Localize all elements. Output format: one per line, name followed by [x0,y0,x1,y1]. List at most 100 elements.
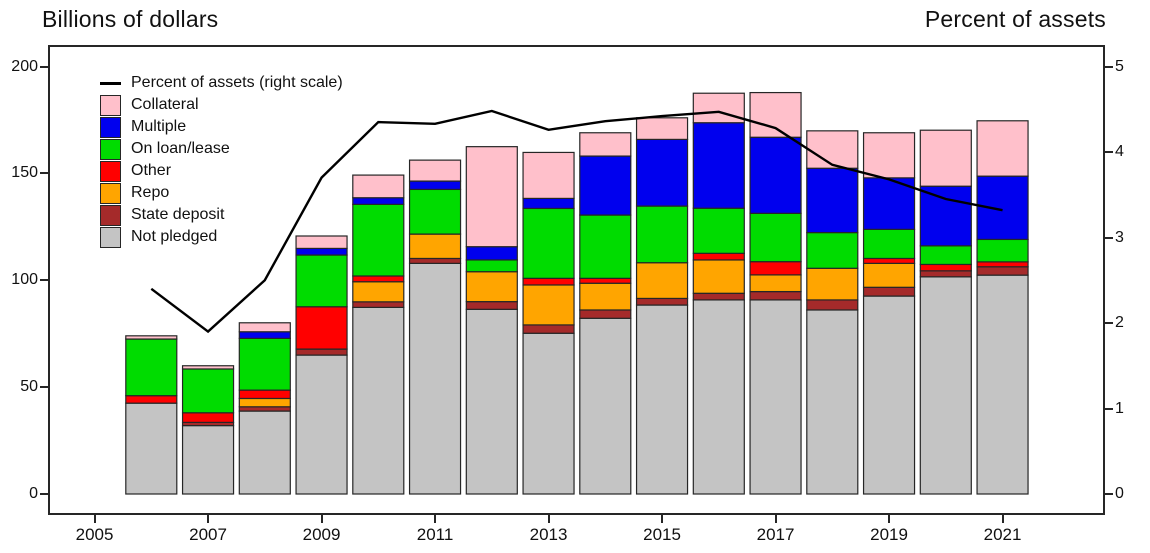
bar-segment-other [522,277,575,286]
legend-item-collateral: Collateral [100,94,343,116]
legend-color-swatch [100,138,121,160]
bar-2017 [749,91,802,495]
bar-segment-other [295,306,348,350]
x-axis-tick-label: 2011 [416,525,454,544]
x-axis-tick-label: 2007 [189,525,227,544]
bar-segment-repo [749,274,802,293]
bar-segment-not-pledged [862,295,916,495]
x-axis-tick [320,515,323,523]
bar-2010 [352,174,405,495]
bar-segment-on-loan-lease [125,338,178,397]
right-axis-tick-label: 0 [1115,485,1124,502]
x-axis-tick [1001,515,1004,523]
bar-segment-repo [862,262,916,288]
bar-segment-multiple [295,247,348,256]
bar-segment-state-deposit [692,292,745,301]
bar-segment-other [862,257,916,264]
bar-2021 [976,120,1029,495]
bar-segment-collateral [295,235,348,249]
bar-2012 [465,146,518,495]
bar-segment-not-pledged [352,306,405,495]
bar-2006 [125,335,178,495]
bar-segment-repo [806,267,859,301]
x-axis-tick-label: 2013 [529,525,568,544]
left-axis-tick-label: 0 [29,485,38,502]
bar-segment-repo [579,282,632,311]
x-axis-tick [661,515,664,523]
bar-segment-on-loan-lease [408,188,462,235]
bar-segment-multiple [352,197,405,205]
bar-segment-repo [408,233,462,260]
bar-segment-state-deposit [408,257,462,264]
bar-segment-not-pledged [465,308,518,495]
bar-segment-on-loan-lease [692,207,745,254]
right-axis-tick [1105,493,1113,495]
bar-segment-not-pledged [522,332,575,495]
bar-segment-not-pledged [408,262,462,495]
x-axis-tick [93,515,96,523]
bar-segment-multiple [238,331,291,339]
right-axis-tick [1105,407,1113,410]
bar-segment-on-loan-lease [181,368,235,414]
line-swatch [100,81,121,85]
bar-segment-not-pledged [919,276,972,495]
bar-segment-multiple [919,185,972,247]
bar-segment-repo [352,281,405,303]
x-axis-tick [774,515,777,523]
bar-segment-repo [635,262,689,300]
bar-segment-multiple [749,136,802,214]
x-axis-tick [434,515,437,523]
bar-2011 [408,159,462,495]
bar-segment-collateral [181,365,235,370]
bar-segment-collateral [862,132,916,179]
bar-segment-collateral [579,132,632,157]
left-axis-tick-label: 200 [11,57,38,75]
x-axis-tick-label: 2009 [302,525,341,544]
right-axis-tick [1105,322,1113,324]
legend-label: Not pledged [131,228,218,245]
bar-segment-multiple [635,138,689,207]
bar-segment-repo [238,397,291,408]
left-axis-tick [40,279,48,282]
bar-2009 [295,235,348,495]
bar-segment-other [976,261,1029,268]
bar-2014 [579,132,632,495]
bar-segment-collateral [352,174,405,199]
legend-color-swatch [100,160,121,182]
bar-segment-collateral [806,130,859,169]
bar-segment-repo [465,271,518,303]
right-axis-tick-label: 4 [1115,143,1124,160]
bar-segment-on-loan-lease [465,259,518,273]
left-axis-tick [40,493,48,495]
bar-segment-other [692,252,745,261]
bar-segment-on-loan-lease [919,245,972,266]
bar-segment-collateral [125,335,178,340]
x-axis-tick-label: 2019 [870,525,908,544]
bar-segment-multiple [408,180,462,191]
left-axis-tick [40,386,48,389]
legend-label: State deposit [131,206,225,223]
bar-segment-state-deposit [976,266,1029,276]
left-axis-tick [40,172,48,175]
bar-segment-not-pledged [295,354,348,495]
left-axis-tick [40,65,48,68]
bar-segment-state-deposit [522,324,575,334]
bar-segment-multiple [579,155,632,216]
bar-segment-state-deposit [295,348,348,356]
bar-segment-state-deposit [352,301,405,308]
bar-segment-state-deposit [635,297,689,306]
bar-segment-not-pledged [749,299,802,495]
bar-2016 [692,92,745,495]
bar-segment-on-loan-lease [976,238,1029,263]
bar-segment-multiple [465,246,518,261]
bar-segment-on-loan-lease [522,207,575,279]
x-axis-tick-label: 2005 [75,525,114,544]
bar-segment-other [749,261,802,276]
left-axis-tick-label: 100 [11,271,38,289]
bar-segment-on-loan-lease [635,205,689,264]
bar-segment-multiple [522,197,575,210]
bar-segment-on-loan-lease [806,231,859,269]
right-axis-tick-label: 1 [1115,399,1124,417]
bar-segment-not-pledged [976,274,1029,495]
